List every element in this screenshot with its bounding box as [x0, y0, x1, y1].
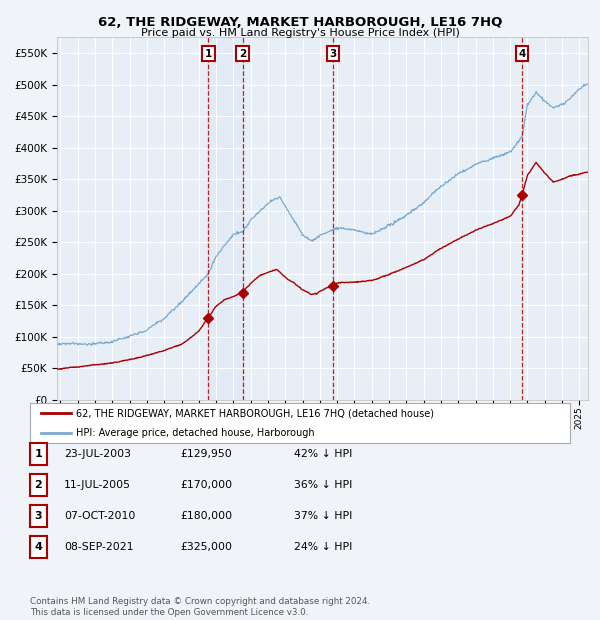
Text: 2: 2 — [239, 48, 246, 58]
Text: 37% ↓ HPI: 37% ↓ HPI — [294, 511, 352, 521]
Text: Price paid vs. HM Land Registry's House Price Index (HPI): Price paid vs. HM Land Registry's House … — [140, 28, 460, 38]
Text: 08-SEP-2021: 08-SEP-2021 — [64, 542, 134, 552]
Text: £180,000: £180,000 — [180, 511, 232, 521]
Bar — [208, 37, 242, 400]
Text: 36% ↓ HPI: 36% ↓ HPI — [294, 480, 352, 490]
Text: 23-JUL-2003: 23-JUL-2003 — [64, 449, 131, 459]
Text: 62, THE RIDGEWAY, MARKET HARBOROUGH, LE16 7HQ: 62, THE RIDGEWAY, MARKET HARBOROUGH, LE1… — [98, 16, 502, 29]
Text: 3: 3 — [35, 511, 42, 521]
Text: 24% ↓ HPI: 24% ↓ HPI — [294, 542, 352, 552]
Text: 1: 1 — [205, 48, 212, 58]
Text: Contains HM Land Registry data © Crown copyright and database right 2024.
This d: Contains HM Land Registry data © Crown c… — [30, 598, 370, 617]
Text: 07-OCT-2010: 07-OCT-2010 — [64, 511, 136, 521]
Text: 42% ↓ HPI: 42% ↓ HPI — [294, 449, 352, 459]
Text: HPI: Average price, detached house, Harborough: HPI: Average price, detached house, Harb… — [76, 428, 314, 438]
Text: £325,000: £325,000 — [180, 542, 232, 552]
Text: 11-JUL-2005: 11-JUL-2005 — [64, 480, 131, 490]
Text: 2: 2 — [35, 480, 42, 490]
Text: £129,950: £129,950 — [180, 449, 232, 459]
Text: 1: 1 — [35, 449, 42, 459]
Text: 3: 3 — [329, 48, 337, 58]
Text: 4: 4 — [34, 542, 43, 552]
Text: 4: 4 — [518, 48, 526, 58]
Text: £170,000: £170,000 — [180, 480, 232, 490]
Text: 62, THE RIDGEWAY, MARKET HARBOROUGH, LE16 7HQ (detached house): 62, THE RIDGEWAY, MARKET HARBOROUGH, LE1… — [76, 408, 434, 418]
